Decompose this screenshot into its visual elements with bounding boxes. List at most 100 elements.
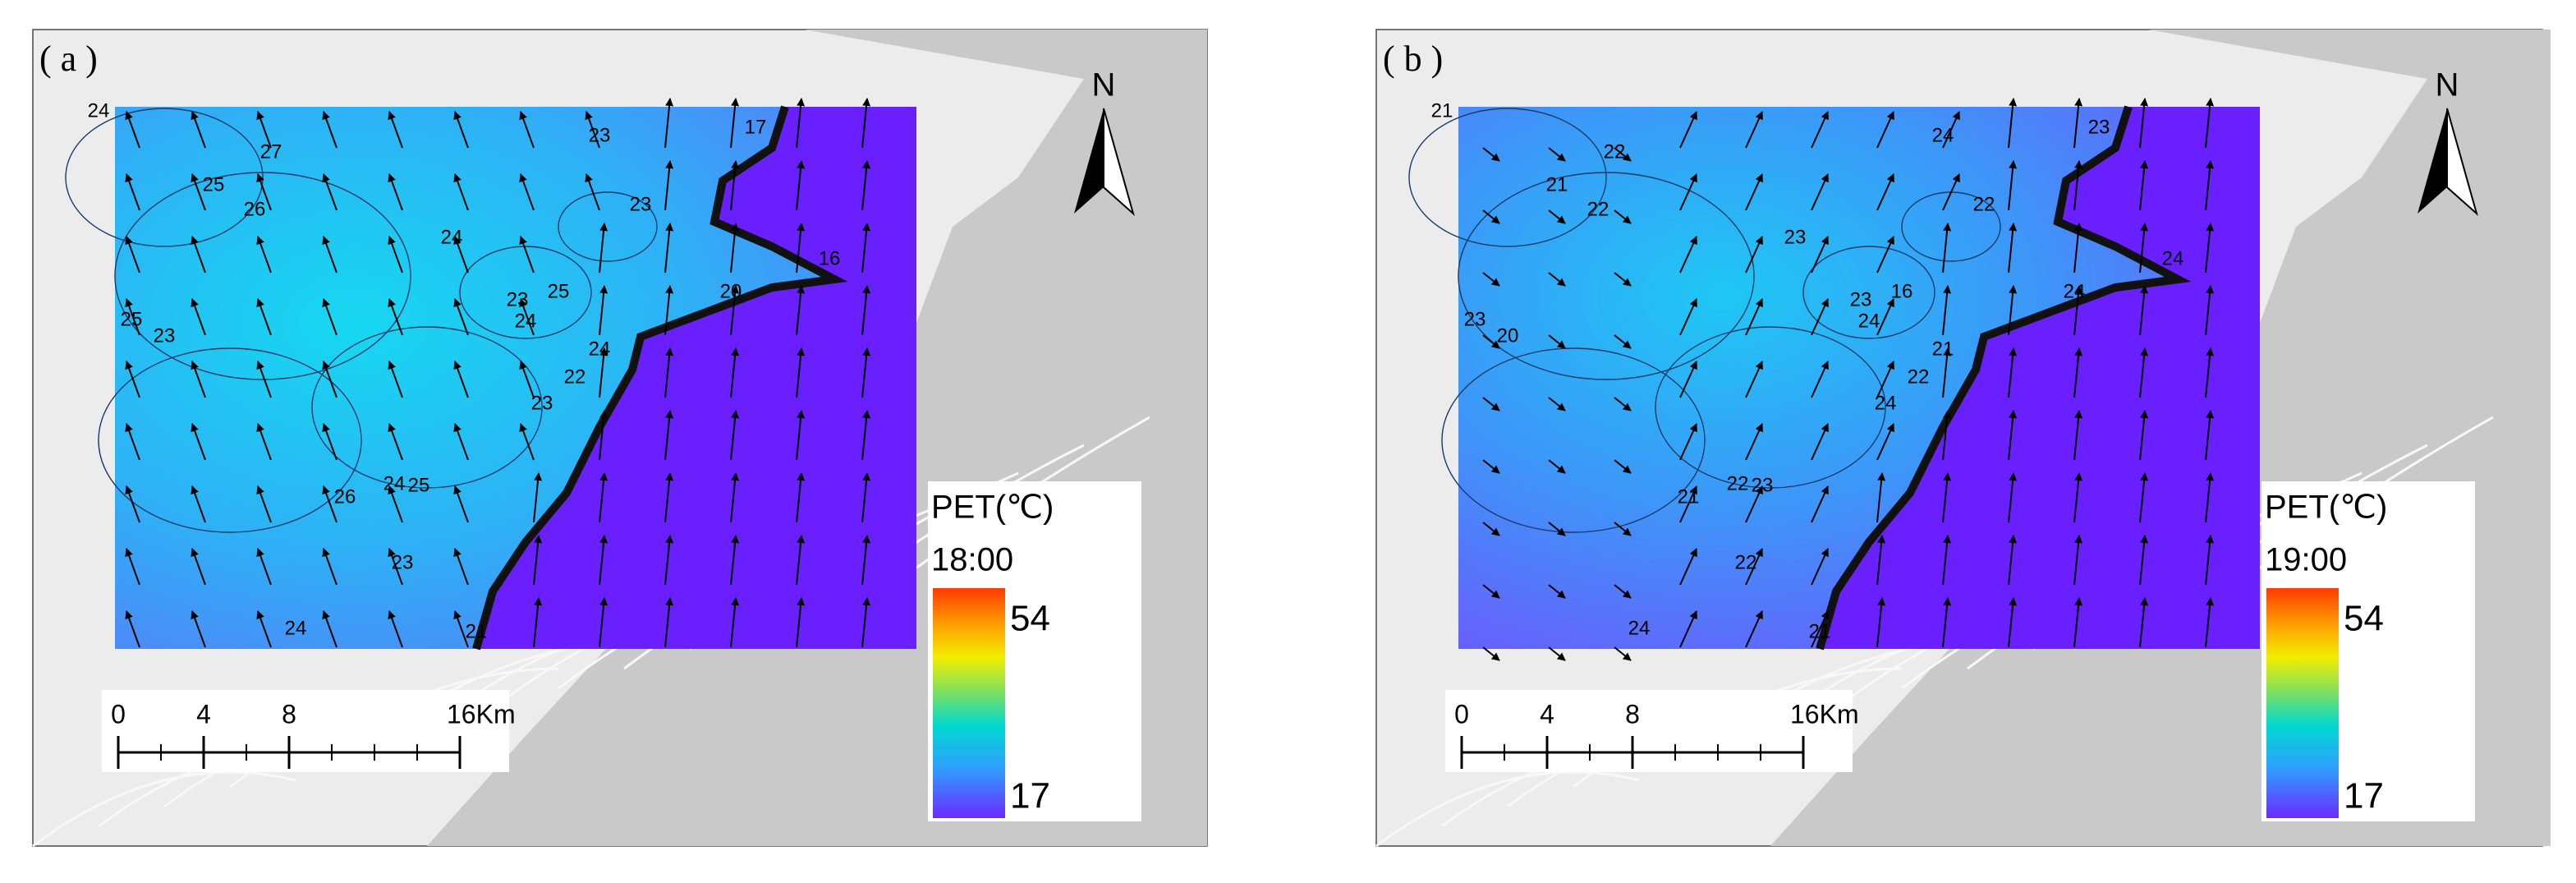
wind-arrow (2008, 597, 2018, 648)
contour-label: 21 (1932, 338, 1954, 360)
wind-arrow (2205, 223, 2215, 274)
wind-arrow (1548, 397, 1566, 412)
pet-sea (1820, 107, 2260, 649)
contour-label: 25 (121, 308, 143, 330)
wind-arrow (730, 410, 740, 461)
wind-arrow (1614, 522, 1632, 536)
scale-label: 4 (1540, 699, 1554, 729)
wind-arrow (861, 410, 871, 461)
wind-arrow (533, 597, 543, 648)
wind-arrow (191, 173, 206, 211)
wind-arrow (1482, 584, 1500, 599)
contour-label: 22 (1908, 366, 1930, 388)
wind-arrow (191, 548, 206, 586)
scale-box (1445, 690, 1853, 772)
contour-line (1802, 246, 1935, 339)
wind-arrow (1614, 209, 1632, 224)
contour-label: 24 (2162, 247, 2184, 269)
contour-label: 16 (1891, 280, 1913, 302)
wind-arrow (1811, 173, 1829, 211)
contour-line (114, 172, 411, 380)
wind-arrow (2073, 223, 2083, 274)
wind-arrow (599, 410, 608, 461)
wind-arrow (388, 111, 403, 149)
wind-arrow (1548, 584, 1566, 599)
wind-arrow (1745, 361, 1763, 398)
contour-label: 22 (564, 366, 586, 388)
wind-arrow (322, 548, 337, 586)
legend-max: 54 (1010, 599, 1050, 639)
contour-line (558, 191, 658, 262)
wind-arrow (125, 610, 140, 648)
wind-arrow (1614, 147, 1632, 162)
panel-label: ( b ) (1383, 39, 1443, 79)
wind-arrow (191, 236, 206, 274)
wind-arrow (125, 485, 140, 523)
wind-arrow (519, 361, 535, 398)
wind-arrow (2073, 98, 2083, 149)
wind-arrow (2008, 472, 2018, 523)
wind-arrow (664, 472, 674, 523)
wind-arrow (125, 548, 140, 586)
wind-arrow (322, 111, 337, 149)
contour-line (311, 326, 543, 489)
wind-arrow (1942, 535, 1952, 586)
wind-arrow (2008, 223, 2018, 274)
wind-arrow (453, 236, 469, 274)
wind-arrow (191, 298, 206, 336)
wind-arrow (1679, 610, 1697, 648)
wind-arrow (730, 597, 740, 648)
wind-arrow (1745, 236, 1763, 274)
contour-label: 23 (630, 193, 652, 215)
wind-arrow (1942, 285, 1952, 336)
legend-max: 54 (2344, 599, 2384, 639)
pet-sea (476, 107, 916, 649)
scale-label: 16Km (1790, 699, 1859, 729)
wind-arrow (1876, 423, 1894, 461)
wind-arrow (453, 298, 469, 336)
wind-arrow (322, 423, 337, 461)
legend-min: 17 (2344, 776, 2384, 816)
wind-arrow (599, 223, 608, 274)
wind-arrow (796, 535, 806, 586)
wind-arrow (599, 472, 608, 523)
wind-arrow (1745, 610, 1763, 648)
wind-arrow (1548, 209, 1566, 224)
wind-arrow (664, 347, 674, 398)
wind-arrow (1942, 597, 1952, 648)
contour-label: 26 (334, 485, 356, 508)
wind-arrow (1811, 610, 1829, 648)
contour-label: 23 (589, 124, 611, 146)
wind-arrow (1745, 111, 1763, 149)
wind-arrow (2205, 410, 2215, 461)
wind-arrow (861, 98, 871, 149)
north-label: N (2436, 67, 2459, 103)
wind-arrow (1614, 584, 1632, 599)
wind-arrow (256, 423, 272, 461)
wind-arrow (322, 361, 337, 398)
wind-arrow (599, 597, 608, 648)
contour-line (1655, 326, 1886, 489)
contour-label: 26 (244, 198, 266, 220)
wind-arrow (1482, 646, 1500, 661)
scale-label: 0 (111, 699, 126, 729)
wind-arrow (533, 535, 543, 586)
wind-arrow (388, 423, 403, 461)
wind-arrow (861, 223, 871, 274)
wind-arrow (191, 423, 206, 461)
north-arrow (1074, 108, 1104, 214)
wind-arrow (2205, 535, 2215, 586)
contour-label: 24 (2064, 280, 2086, 302)
wind-arrow (388, 548, 403, 586)
wind-arrow (2139, 98, 2149, 149)
wind-arrow (1876, 361, 1894, 398)
wind-arrow (453, 423, 469, 461)
wind-arrow (2139, 285, 2149, 336)
wind-arrow (1482, 334, 1500, 349)
wind-arrow (861, 160, 871, 211)
wind-arrow (796, 347, 806, 398)
wind-arrow (599, 535, 608, 586)
wind-arrow (256, 111, 272, 149)
contour-label: 21 (466, 620, 488, 642)
wind-arrow (730, 285, 740, 336)
